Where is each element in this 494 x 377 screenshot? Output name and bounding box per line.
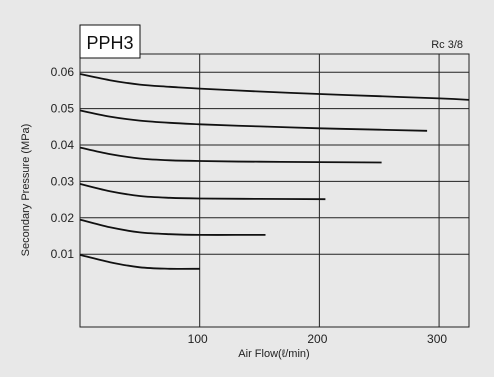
y-tick-label-0.01: 0.01: [51, 247, 75, 261]
model-label: PPH3: [86, 33, 133, 53]
plot-frame: [79, 53, 470, 328]
series-line-4: [79, 146, 382, 164]
series-group: [79, 73, 470, 270]
series-line-3: [79, 183, 326, 201]
model-label-box: [79, 24, 141, 59]
series-line-2: [79, 218, 266, 236]
series-line-5: [79, 109, 428, 132]
x-tick-labels: 100 200 300: [188, 332, 448, 346]
y-tick-label-0.02: 0.02: [51, 211, 75, 225]
x-tick-label-300: 300: [427, 332, 447, 346]
y-tick-label-0.03: 0.03: [51, 174, 75, 188]
x-axis-title: Air Flow(ℓ/min): [238, 348, 309, 360]
y-tick-label-0.06: 0.06: [51, 65, 75, 79]
series-line-6: [79, 73, 470, 101]
x-tick-label-100: 100: [188, 332, 208, 346]
series-line-1: [79, 254, 200, 270]
y-tick-label-0.04: 0.04: [51, 138, 75, 152]
y-tick-label-0.05: 0.05: [51, 102, 75, 116]
x-tick-label-200: 200: [307, 332, 327, 346]
y-axis-title: Secondary Pressure (MPa): [20, 124, 32, 257]
grid-lines: [80, 54, 469, 327]
y-tick-labels: 0.01 0.02 0.03 0.04 0.05 0.06: [51, 65, 75, 261]
port-label: Rc 3/8: [431, 39, 463, 51]
